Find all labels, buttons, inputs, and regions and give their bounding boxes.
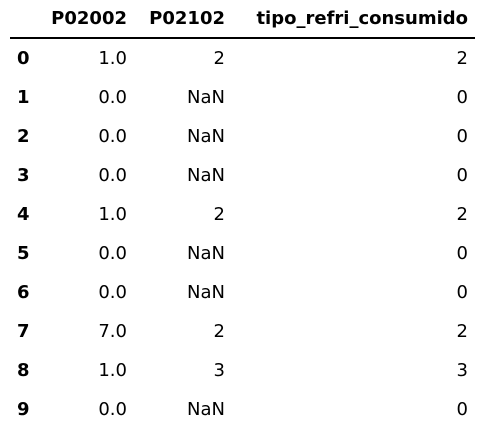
cell-tipo-refri-consumido: 0 [456,282,468,303]
cell-tipo-refri-consumido: 0 [456,399,468,420]
index-header [10,0,47,38]
table-row: 3 0.0 NaN 0 [10,156,475,195]
cell-p02002: 1.0 [98,204,127,225]
table-row: 1 0.0 NaN 0 [10,78,475,117]
dataframe-table: P02002 P02102 tipo_refri_consumido 0 1.0… [10,0,475,429]
cell-tipo-refri-consumido: 3 [456,360,468,381]
table-row: 0 1.0 2 2 [10,38,475,78]
cell-p02102: 2 [213,321,225,342]
row-index: 7 [17,321,30,342]
row-index: 0 [17,48,30,69]
row-index: 3 [17,165,30,186]
cell-tipo-refri-consumido: 0 [456,165,468,186]
row-index: 5 [17,243,30,264]
row-index: 1 [17,87,30,108]
cell-tipo-refri-consumido: 2 [456,321,468,342]
row-index: 8 [17,360,30,381]
table-row: 9 0.0 NaN 0 [10,390,475,429]
column-header-p02102: P02102 [149,8,225,29]
cell-p02102: NaN [187,399,225,420]
cell-p02102: NaN [187,282,225,303]
row-index: 2 [17,126,30,147]
row-index: 9 [17,399,30,420]
row-index: 4 [17,204,30,225]
cell-p02002: 0.0 [98,87,127,108]
cell-tipo-refri-consumido: 2 [456,204,468,225]
table-row: 5 0.0 NaN 0 [10,234,475,273]
cell-p02102: NaN [187,243,225,264]
header-row: P02002 P02102 tipo_refri_consumido [10,0,475,38]
column-header-p02002: P02002 [51,8,127,29]
cell-p02002: 0.0 [98,282,127,303]
cell-tipo-refri-consumido: 0 [456,87,468,108]
table-row: 7 7.0 2 2 [10,312,475,351]
cell-p02102: 3 [213,360,225,381]
cell-tipo-refri-consumido: 0 [456,243,468,264]
cell-p02102: NaN [187,165,225,186]
cell-p02102: 2 [213,204,225,225]
table-row: 4 1.0 2 2 [10,195,475,234]
cell-p02002: 7.0 [98,321,127,342]
cell-p02102: NaN [187,87,225,108]
table-row: 8 1.0 3 3 [10,351,475,390]
table-row: 6 0.0 NaN 0 [10,273,475,312]
table-body: 0 1.0 2 2 1 0.0 NaN 0 2 0.0 NaN 0 3 0.0 … [10,38,475,429]
cell-p02102: NaN [187,126,225,147]
cell-tipo-refri-consumido: 2 [456,48,468,69]
cell-p02002: 1.0 [98,48,127,69]
column-header-tipo-refri-consumido: tipo_refri_consumido [256,8,468,29]
cell-p02102: 2 [213,48,225,69]
cell-p02002: 0.0 [98,243,127,264]
cell-tipo-refri-consumido: 0 [456,126,468,147]
cell-p02002: 0.0 [98,165,127,186]
cell-p02002: 1.0 [98,360,127,381]
cell-p02002: 0.0 [98,126,127,147]
row-index: 6 [17,282,30,303]
table-header: P02002 P02102 tipo_refri_consumido [10,0,475,38]
cell-p02002: 0.0 [98,399,127,420]
table-row: 2 0.0 NaN 0 [10,117,475,156]
